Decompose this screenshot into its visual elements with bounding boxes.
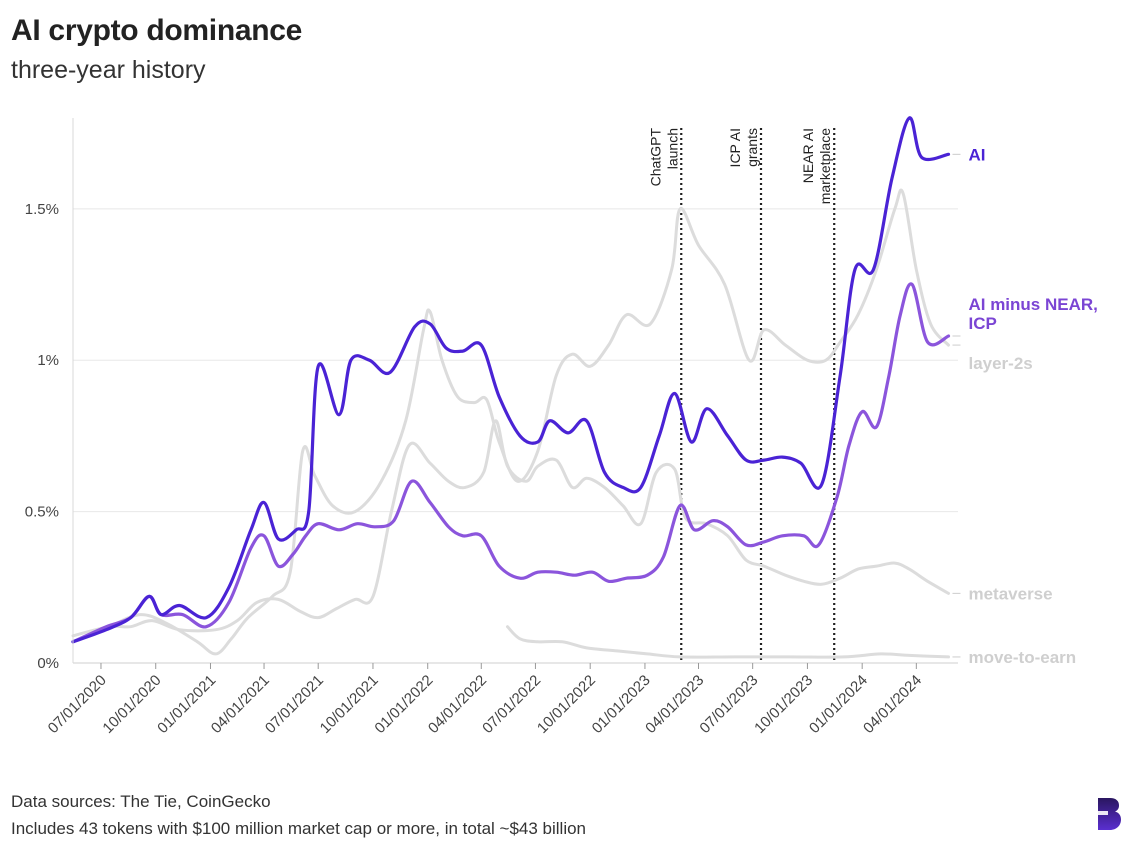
series-line-move-to-earn: [506, 625, 950, 659]
x-tick-label: 10/01/2020: [99, 672, 164, 737]
y-tick-label: 0.5%: [25, 504, 59, 521]
annotation-label: launch: [664, 128, 680, 169]
x-tick-label: 07/01/2021: [262, 672, 327, 737]
grid: [73, 208, 958, 664]
series-label-move-to-earn: move-to-earn: [968, 648, 1076, 667]
x-tick-label: 07/01/2023: [696, 672, 761, 737]
data-sources-note: Data sources: The Tie, CoinGecko: [11, 792, 271, 811]
series-line-metaverse: [71, 419, 950, 638]
x-tick-label: 10/01/2021: [317, 672, 382, 737]
y-tick-label: 1%: [37, 352, 59, 369]
brand-logo-icon: [1098, 798, 1121, 830]
annotation-label: ICP AI: [727, 128, 743, 167]
annotation-label: marketplace: [817, 128, 833, 204]
series-line-ai: [71, 116, 951, 644]
y-tick-label: 1.5%: [25, 201, 59, 218]
x-tick-label: 10/01/2022: [534, 672, 599, 737]
series-label-metaverse: metaverse: [968, 584, 1052, 603]
line-chart: ChatGPT launch ICP AI grants NEAR AI marketpl…: [25, 116, 1098, 737]
series-line-ai-minus-near-icp: [71, 282, 951, 644]
x-tick-label: 04/01/2024: [860, 672, 925, 737]
methodology-note: Includes 43 tokens with $100 million mar…: [11, 819, 587, 838]
series-lines: [71, 116, 951, 659]
series-labels: layer-2s metaverse move-to-earn AI minus NE…: [952, 145, 1098, 667]
chart-subtitle: three-year history: [11, 56, 206, 84]
x-tick-label: 10/01/2023: [751, 672, 816, 737]
annotation-label: grants: [744, 128, 760, 167]
chart-title: AI crypto dominance: [11, 14, 303, 47]
annotation-label: ChatGPT: [647, 128, 663, 187]
event-annotations: ChatGPT launch ICP AI grants NEAR AI marketpl…: [647, 128, 836, 663]
axes: 0%0.5%1%1.5%07/01/202010/01/202001/01/20…: [25, 118, 925, 737]
series-label-ai-minus-near-icp: AI minus NEAR, ICP: [968, 295, 1097, 333]
series-label-layer-2s: layer-2s: [968, 354, 1032, 373]
series-label-ai: AI: [968, 145, 985, 164]
y-tick-label: 0%: [37, 655, 59, 672]
x-tick-label: 07/01/2022: [479, 672, 544, 737]
x-tick-label: 07/01/2020: [45, 672, 110, 737]
annotation-label: NEAR AI: [800, 128, 816, 183]
